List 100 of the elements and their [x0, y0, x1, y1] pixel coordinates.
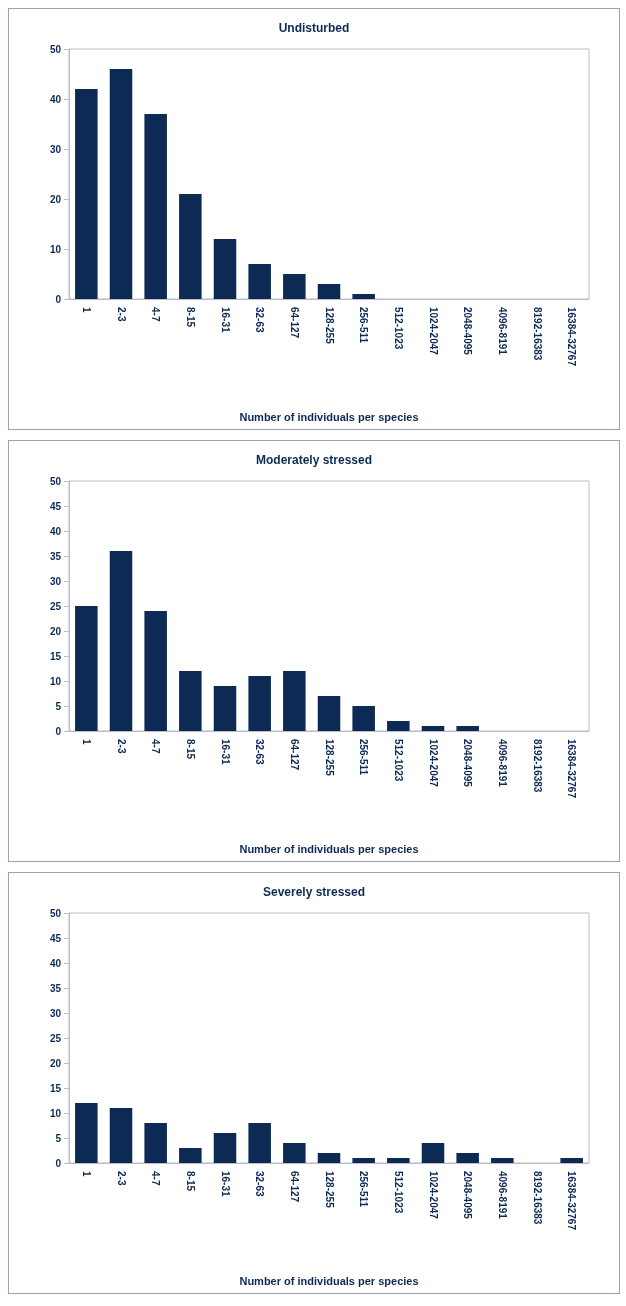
bar [283, 274, 306, 299]
x-tick-label: 64-127 [288, 1171, 300, 1203]
y-tick-label: 50 [49, 43, 62, 55]
x-tick-label: 1024-2047 [427, 1171, 439, 1220]
y-tick-label: 50 [49, 907, 62, 919]
bar [387, 721, 410, 731]
y-tick-label: 25 [49, 600, 62, 612]
x-tick-label: 16384-32767 [566, 739, 578, 799]
x-tick-label: 256-511 [358, 739, 370, 776]
y-tick-label: 40 [49, 525, 62, 537]
x-tick-label: 2-3 [115, 739, 127, 754]
bar [352, 1158, 375, 1163]
bar [352, 706, 375, 731]
x-tick-label: 2048-4095 [462, 1171, 474, 1220]
x-tick-label: 16384-32767 [566, 307, 578, 367]
y-tick-label: 50 [49, 475, 62, 487]
y-tick-label: 10 [49, 1107, 62, 1119]
x-tick-label: 4-7 [150, 1171, 162, 1186]
bar [317, 1153, 341, 1163]
bar [144, 611, 167, 731]
y-tick-label: 20 [49, 193, 62, 205]
y-tick-label: 30 [49, 143, 62, 155]
x-tick-label: 64-127 [288, 739, 300, 771]
bar [144, 1123, 167, 1163]
bar [248, 676, 271, 731]
x-tick-label: 8192-16383 [531, 739, 543, 793]
bar [248, 1123, 271, 1163]
x-tick-label: 16-31 [219, 1171, 231, 1198]
x-tick-label: 1 [80, 1171, 92, 1177]
bar [317, 696, 341, 731]
y-tick-label: 15 [49, 1082, 62, 1094]
x-tick-label: 32-63 [254, 1171, 266, 1198]
chart-title: Moderately stressed [255, 453, 373, 467]
bar [283, 1143, 306, 1163]
x-tick-label: 16-31 [219, 307, 231, 334]
y-tick-label: 5 [55, 700, 62, 712]
y-tick-label: 0 [55, 725, 62, 737]
bar [421, 726, 445, 731]
y-tick-label: 0 [55, 1157, 62, 1169]
bar [109, 69, 133, 299]
y-tick-label: 25 [49, 1032, 62, 1044]
x-tick-label: 4096-8191 [496, 1171, 508, 1220]
bar [109, 1108, 133, 1163]
x-tick-label: 1 [80, 739, 92, 745]
x-tick-label: 16384-32767 [566, 1171, 578, 1231]
x-tick-label: 256-511 [358, 1171, 370, 1208]
x-tick-label: 4-7 [150, 307, 162, 322]
bar [144, 114, 167, 299]
x-tick-label: 128-255 [323, 739, 335, 777]
x-axis-title: Number of individuals per species [239, 410, 419, 423]
bar [179, 194, 202, 299]
bar [456, 1153, 479, 1163]
x-tick-label: 8192-16383 [531, 1171, 543, 1225]
bar [317, 284, 341, 299]
bar [387, 1158, 410, 1163]
bar [456, 726, 479, 731]
x-tick-label: 8-15 [184, 1171, 196, 1192]
y-tick-label: 10 [49, 243, 62, 255]
x-tick-label: 512-1023 [392, 739, 404, 782]
y-tick-label: 35 [49, 550, 62, 562]
bar [179, 671, 202, 731]
x-tick-label: 32-63 [254, 307, 266, 334]
x-tick-label: 8-15 [184, 739, 196, 760]
y-tick-label: 5 [55, 1132, 62, 1144]
y-tick-label: 45 [49, 500, 62, 512]
x-tick-label: 64-127 [288, 307, 300, 339]
x-tick-label: 512-1023 [392, 1171, 404, 1214]
bar [213, 239, 237, 299]
x-tick-label: 4096-8191 [496, 739, 508, 788]
x-tick-label: 4096-8191 [496, 307, 508, 356]
bar [213, 1133, 237, 1163]
bar [213, 686, 237, 731]
bar [352, 294, 375, 299]
bar [75, 1103, 98, 1163]
y-tick-label: 30 [49, 575, 62, 587]
x-tick-label: 16-31 [219, 739, 231, 766]
bar [75, 89, 98, 299]
bar [248, 264, 271, 299]
x-tick-label: 1 [80, 307, 92, 313]
y-tick-label: 40 [49, 957, 62, 969]
bar [109, 551, 133, 731]
x-tick-label: 2048-4095 [462, 307, 474, 356]
bar [421, 1143, 445, 1163]
y-tick-label: 35 [49, 982, 62, 994]
x-tick-label: 2-3 [115, 1171, 127, 1186]
x-tick-label: 2048-4095 [462, 739, 474, 788]
y-tick-label: 30 [49, 1007, 62, 1019]
x-axis-title: Number of individuals per species [239, 842, 419, 855]
y-tick-label: 40 [49, 93, 62, 105]
x-tick-label: 2-3 [115, 307, 127, 322]
x-axis-title: Number of individuals per species [239, 1274, 419, 1287]
x-tick-label: 8-15 [184, 307, 196, 328]
y-tick-label: 45 [49, 932, 62, 944]
bar [491, 1158, 514, 1163]
x-tick-label: 8192-16383 [531, 307, 543, 361]
bar [560, 1158, 583, 1163]
y-tick-label: 20 [49, 1057, 62, 1069]
chart-title: Severely stressed [262, 885, 366, 899]
x-tick-label: 32-63 [254, 739, 266, 766]
x-tick-label: 1024-2047 [427, 307, 439, 356]
